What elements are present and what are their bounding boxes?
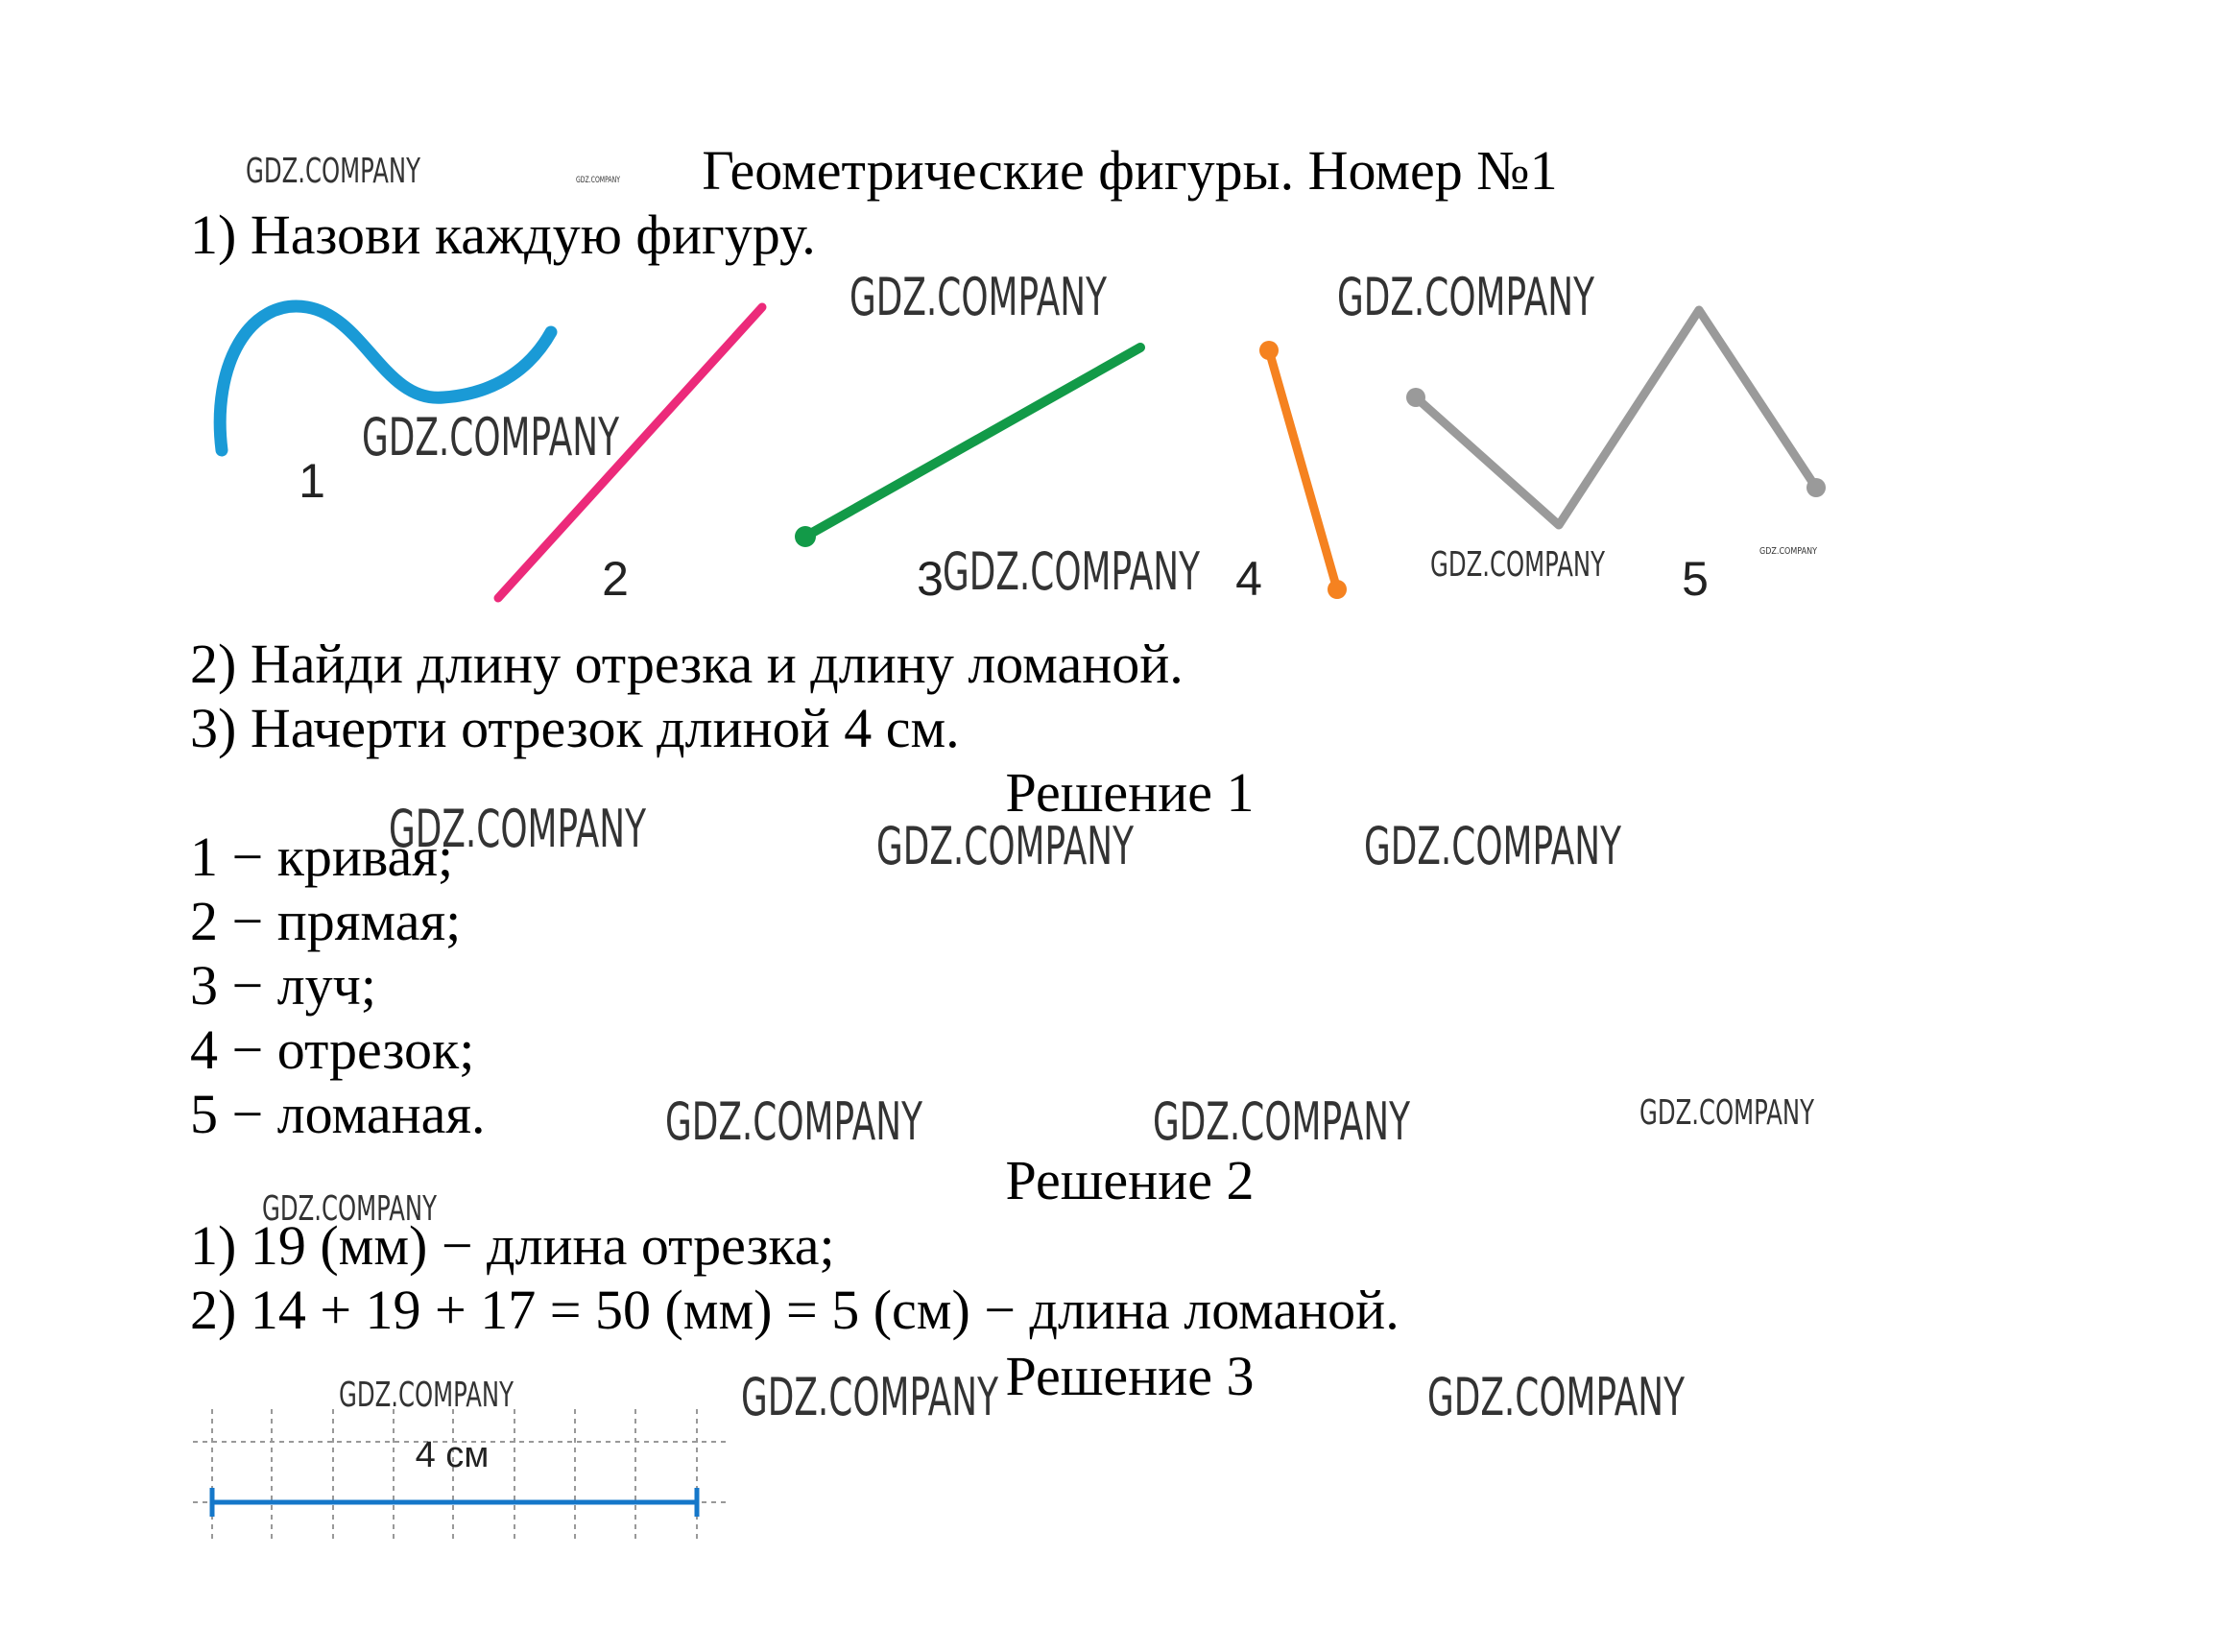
solution-heading: Решение 1 (1006, 761, 1255, 824)
answer-line: 4 − отрезок; (190, 1018, 474, 1081)
task: 1) Назови каждую фигуру. (190, 204, 816, 266)
watermark: GDZ.COMPANY (1639, 1093, 1815, 1133)
watermark: GDZ.COMPANY (1427, 1367, 1686, 1427)
watermark: GDZ.COMPANY (849, 267, 1108, 327)
watermark: GDZ.COMPANY (246, 152, 421, 191)
watermark: GDZ.COMPANY (741, 1367, 999, 1427)
watermark: GDZ.COMPANY (339, 1376, 514, 1415)
answer-line: 1 − кривая; (190, 826, 453, 888)
figure-label: 3 (917, 552, 944, 606)
straight-line (493, 302, 767, 603)
drawn-segment (209, 1488, 700, 1517)
figure-label: 2 (602, 552, 629, 606)
watermark: GDZ.COMPANY (876, 816, 1135, 876)
figure-label: 1 (299, 454, 325, 508)
polyline-point (1406, 388, 1425, 407)
segment-point (1328, 580, 1347, 599)
answer-line: 3 − луч; (190, 954, 376, 1017)
watermark: GDZ.COMPANY (1337, 267, 1595, 327)
title: Геометрические фигуры. Номер №1 (702, 139, 1557, 202)
figures (213, 299, 1826, 603)
watermark: GDZ.COMPANY (943, 541, 1201, 602)
grid (193, 1409, 730, 1542)
task: 2) Найди длину отрезка и длину ломаной. (190, 633, 1184, 695)
watermark: GDZ.COMPANY (576, 176, 620, 185)
watermark: GDZ.COMPANY (262, 1189, 438, 1229)
segment (1264, 346, 1342, 594)
grid-label: 4 см (416, 1435, 490, 1475)
curve (213, 299, 558, 457)
answer-line: 1) 19 (мм) − длина отрезка; (190, 1214, 835, 1277)
watermark: GDZ.COMPANY (389, 799, 647, 859)
solution-heading: Решение 3 (1006, 1345, 1255, 1407)
watermark: GDZ.COMPANY (362, 407, 620, 467)
task: 3) Начерти отрезок длиной 4 см. (190, 697, 960, 759)
answer-line: 5 − ломаная. (190, 1083, 486, 1145)
segment-point (1259, 341, 1279, 360)
polyline (1411, 305, 1821, 530)
watermark: GDZ.COMPANY (1430, 545, 1606, 585)
watermarks: GDZ.COMPANY GDZ.COMPANY GDZ.COMPANY GDZ.COM… (246, 152, 1818, 1427)
polyline-point (1806, 478, 1826, 497)
watermark: GDZ.COMPANY (665, 1091, 923, 1152)
solution-heading: Решение 2 (1006, 1149, 1255, 1211)
ray (801, 343, 1145, 541)
answer-line: 2) 14 + 19 + 17 = 50 (мм) = 5 (см) − дли… (190, 1279, 1400, 1341)
watermark: GDZ.COMPANY (1759, 546, 1818, 557)
ray-point (795, 526, 816, 547)
answer-line: 2 − прямая; (190, 890, 461, 952)
figure-label: 4 (1235, 552, 1262, 606)
watermark: GDZ.COMPANY (1153, 1091, 1411, 1152)
watermark: GDZ.COMPANY (1364, 816, 1622, 876)
figure-label: 5 (1682, 552, 1709, 606)
